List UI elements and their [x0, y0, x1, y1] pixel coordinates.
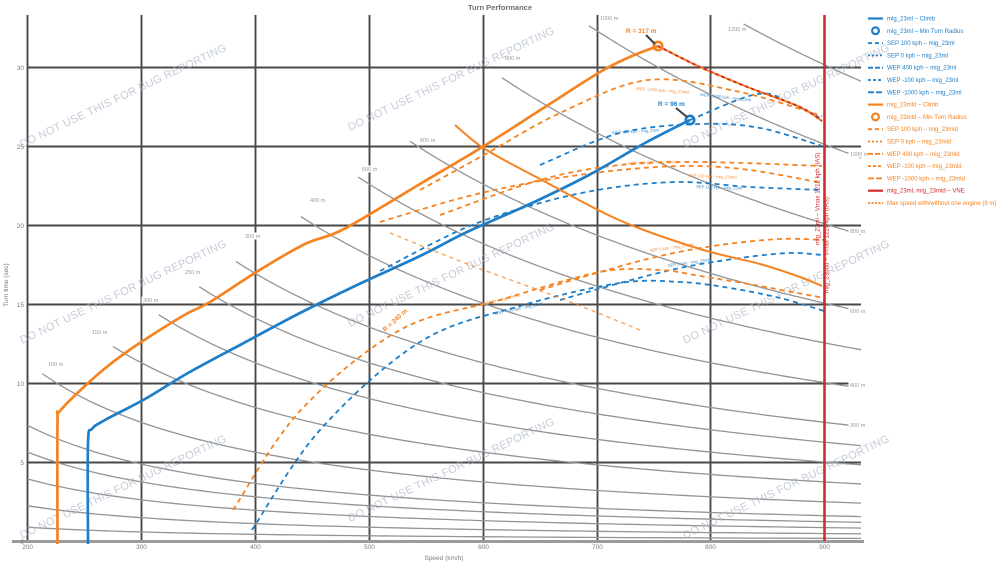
svg-text:WEP -100 kph – mig_23ml: WEP -100 kph – mig_23ml	[887, 78, 958, 84]
svg-text:SEP 100 kph – mig_23ml: SEP 100 kph – mig_23ml	[887, 41, 955, 47]
svg-text:Speed (km/h): Speed (km/h)	[424, 555, 463, 562]
svg-text:300 m: 300 m	[245, 234, 261, 240]
svg-text:800 m: 800 m	[850, 229, 866, 235]
svg-text:1000 m: 1000 m	[600, 16, 619, 22]
svg-text:DO NOT USE THIS FOR BUG REPORT: DO NOT USE THIS FOR BUG REPORTING	[18, 238, 228, 347]
svg-text:DO NOT USE THIS FOR BUG REPORT: DO NOT USE THIS FOR BUG REPORTING	[346, 416, 556, 525]
svg-text:250 m: 250 m	[185, 270, 201, 276]
svg-text:WEP 400 kph – mig_23ml: WEP 400 kph – mig_23ml	[887, 66, 956, 72]
svg-text:Turn Performance: Turn Performance	[468, 3, 532, 12]
svg-text:15: 15	[17, 302, 25, 309]
svg-text:Max speed with/without one eng: Max speed with/without one engine (9 m)	[887, 201, 996, 207]
svg-text:500 m: 500 m	[362, 167, 378, 173]
svg-text:200: 200	[22, 544, 33, 551]
svg-text:1000 m: 1000 m	[850, 152, 869, 158]
svg-text:300 m: 300 m	[850, 423, 866, 429]
svg-text:300: 300	[136, 544, 147, 551]
svg-text:0: 0	[20, 539, 24, 546]
svg-text:mig_23mld – Vmax 1224 kph (IAS: mig_23mld – Vmax 1224 kph (IAS)	[824, 197, 831, 293]
svg-text:WEP 400 kph - mig_23ml: WEP 400 kph - mig_23ml	[612, 128, 660, 135]
svg-text:800 m: 800 m	[505, 56, 521, 62]
svg-text:mig_23mld – Min Turn Radius: mig_23mld – Min Turn Radius	[887, 115, 967, 121]
svg-text:150 m: 150 m	[92, 330, 108, 336]
svg-text:200 m: 200 m	[143, 298, 159, 304]
svg-text:600 m: 600 m	[420, 138, 436, 144]
svg-text:400: 400	[250, 544, 261, 551]
svg-text:DO NOT USE THIS FOR BUG REPORT: DO NOT USE THIS FOR BUG REPORTING	[18, 433, 228, 542]
svg-text:mig_23ml – Climb: mig_23ml – Climb	[887, 17, 936, 23]
svg-text:25: 25	[17, 144, 25, 151]
svg-text:600 m: 600 m	[850, 309, 866, 315]
svg-text:mig_23ml – Vmax 1212 kph (IAS): mig_23ml – Vmax 1212 kph (IAS)	[815, 152, 822, 245]
svg-text:WEP -100 kph – mig_23mld: WEP -100 kph – mig_23mld	[887, 164, 962, 170]
svg-text:DO NOT USE THIS FOR BUG REPORT: DO NOT USE THIS FOR BUG REPORTING	[346, 25, 556, 134]
svg-text:900: 900	[819, 544, 830, 551]
svg-text:10: 10	[17, 381, 25, 388]
svg-text:500: 500	[364, 544, 375, 551]
svg-text:800: 800	[705, 544, 716, 551]
svg-text:WEP -1000 kph - mig_23mld: WEP -1000 kph - mig_23mld	[636, 86, 690, 95]
svg-text:DO NOT USE THIS FOR BUG REPORT: DO NOT USE THIS FOR BUG REPORTING	[681, 433, 891, 542]
svg-text:600: 600	[478, 544, 489, 551]
svg-text:DO NOT USE THIS FOR BUG REPORT: DO NOT USE THIS FOR BUG REPORTING	[681, 238, 891, 347]
svg-text:400 m: 400 m	[310, 198, 326, 204]
svg-text:DO NOT USE THIS FOR BUG REPORT: DO NOT USE THIS FOR BUG REPORTING	[18, 42, 228, 151]
svg-text:SEP 0 kph - mig_23mld: SEP 0 kph - mig_23mld	[649, 242, 694, 253]
svg-text:20: 20	[17, 223, 25, 230]
svg-text:WEP -100 kph - mig_23ml: WEP -100 kph - mig_23ml	[494, 301, 543, 316]
svg-text:SEP 0 kph – mig_23ml: SEP 0 kph – mig_23ml	[887, 53, 948, 59]
svg-text:1200 m: 1200 m	[728, 27, 747, 33]
svg-text:mig_23mld – Climb: mig_23mld – Climb	[887, 103, 939, 109]
svg-text:WEP -1000 kph - mig_23ml: WEP -1000 kph - mig_23ml	[700, 92, 751, 102]
svg-text:mig_23ml, mig_23mld – VNE: mig_23ml, mig_23mld – VNE	[887, 189, 965, 195]
svg-text:R = 317 m: R = 317 m	[626, 28, 657, 35]
svg-text:400 m: 400 m	[850, 383, 866, 389]
svg-text:WEP -1000 kph – mig_23ml: WEP -1000 kph – mig_23ml	[887, 90, 962, 96]
svg-text:WEP 400 kph - mig_23mld: WEP 400 kph - mig_23mld	[628, 159, 679, 166]
svg-text:SEP 0 kph - mig_23ml: SEP 0 kph - mig_23ml	[667, 257, 709, 268]
svg-text:SEP 100 kph - mig_23mld: SEP 100 kph - mig_23mld	[688, 173, 737, 180]
svg-text:100 m: 100 m	[48, 362, 64, 368]
svg-text:SEP 100 kph - mig_23ml: SEP 100 kph - mig_23ml	[696, 184, 742, 191]
svg-text:30: 30	[17, 65, 25, 72]
svg-text:700: 700	[592, 544, 603, 551]
svg-text:Turn time (sec): Turn time (sec)	[3, 263, 10, 306]
svg-text:WEP -1000 kph – mig_23mld: WEP -1000 kph – mig_23mld	[887, 176, 965, 182]
svg-text:SEP 0 kph – mig_23mld: SEP 0 kph – mig_23mld	[887, 140, 951, 146]
svg-text:5: 5	[20, 460, 24, 467]
svg-text:SEP 100 kph – mig_23mld: SEP 100 kph – mig_23mld	[887, 127, 958, 133]
svg-text:R = 96 m: R = 96 m	[658, 101, 685, 108]
svg-text:mig_23ml – Min Turn Radius: mig_23ml – Min Turn Radius	[887, 29, 963, 35]
svg-text:WEP 400 kph – mig_23mld: WEP 400 kph – mig_23mld	[887, 152, 960, 158]
